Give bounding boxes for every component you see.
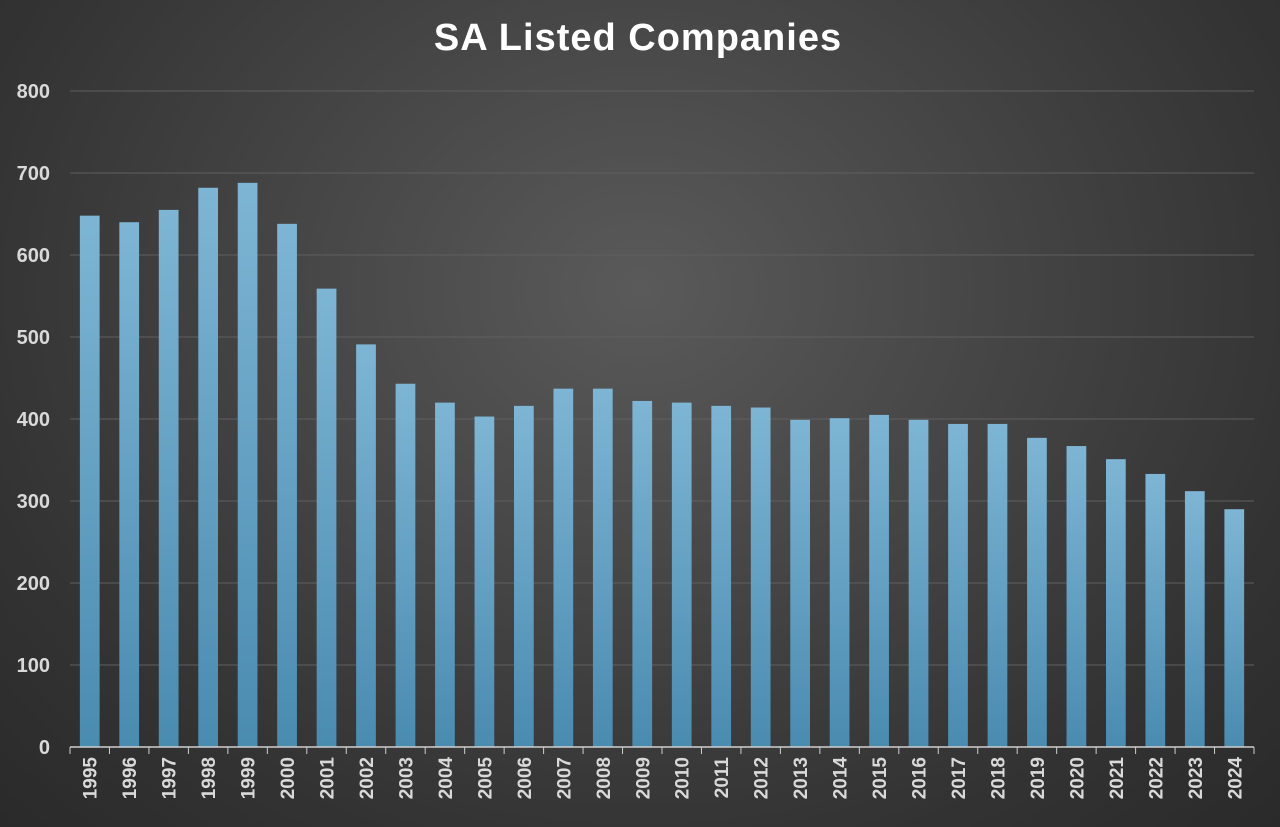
y-tick-label: 300	[17, 491, 50, 513]
y-tick-label: 800	[17, 81, 50, 103]
bar-1997	[158, 209, 179, 747]
x-tick-label: 2001	[318, 757, 339, 800]
x-tick-label: 1999	[239, 757, 260, 799]
x-tick-label: 2013	[791, 757, 812, 799]
y-tick-label: 500	[17, 327, 50, 349]
x-tick-label: 2018	[988, 757, 1009, 799]
x-tick-label: 1995	[81, 757, 102, 800]
x-tick-label: 1996	[120, 757, 141, 799]
bar-2011	[711, 405, 732, 747]
x-tick-label: 2008	[594, 757, 615, 799]
bars	[79, 182, 1245, 748]
y-tick-label: 100	[17, 655, 50, 677]
bar-2003	[395, 383, 416, 747]
x-tick-label: 2009	[633, 757, 654, 799]
x-tick-label: 2016	[910, 757, 931, 799]
x-tick-label: 2020	[1067, 757, 1088, 799]
bar-2021	[1106, 459, 1126, 747]
bar-2010	[671, 402, 692, 747]
x-tick-label: 2000	[278, 757, 299, 799]
bar-2008	[592, 388, 613, 747]
x-tick-label: 2022	[1146, 757, 1167, 799]
bar-2022	[1145, 473, 1166, 747]
x-tick-label: 2011	[712, 757, 733, 799]
bar-2017	[948, 423, 968, 747]
x-tick-label: 2010	[673, 757, 694, 799]
x-tick-label: 2007	[554, 757, 575, 799]
x-tick-label: 2006	[515, 757, 536, 799]
x-tick-label: 2023	[1186, 757, 1207, 799]
bar-1995	[79, 215, 100, 747]
bar-2015	[869, 414, 889, 747]
bar-2024	[1224, 509, 1245, 747]
bar-2016	[908, 419, 929, 747]
bar-2012	[750, 407, 771, 747]
x-tick-label: 2012	[752, 757, 773, 799]
x-tick-label: 1997	[160, 757, 181, 799]
x-tick-label: 2017	[949, 757, 970, 799]
bar-1998	[198, 187, 218, 747]
bar-2004	[435, 402, 455, 747]
y-tick-label: 700	[17, 163, 50, 185]
bar-1999	[237, 182, 258, 748]
x-tick-label: 2004	[436, 757, 457, 800]
x-tick-label: 2005	[475, 757, 496, 800]
x-tick-label: 2014	[831, 757, 852, 800]
bar-2014	[829, 418, 850, 747]
bar-2018	[987, 423, 1008, 747]
y-tick-label: 0	[39, 737, 50, 759]
bar-2002	[356, 344, 376, 747]
bar-2020	[1066, 446, 1087, 747]
bar-2013	[790, 419, 810, 747]
y-tick-label: 600	[17, 245, 50, 267]
x-tick-label: 1998	[199, 757, 220, 799]
y-tick-label: 400	[17, 409, 50, 431]
bar-2007	[553, 388, 574, 747]
x-tick-label: 2003	[396, 757, 417, 799]
bar-2019	[1027, 437, 1047, 747]
y-axis-ticks: 0 100 200 300 400 500 600 700 800	[17, 81, 50, 759]
gridlines	[70, 90, 1254, 666]
x-tick-label: 2019	[1028, 757, 1049, 799]
y-tick-label: 200	[17, 573, 50, 595]
bar-2001	[316, 288, 337, 747]
bar-2000	[277, 223, 297, 748]
x-tick-label: 2021	[1107, 757, 1128, 800]
x-tick-label: 2024	[1225, 757, 1246, 800]
x-axis	[69, 746, 1255, 754]
chart-title: SA Listed Companies	[434, 17, 842, 59]
bar-2009	[632, 400, 653, 747]
bar-2005	[474, 416, 495, 747]
x-axis-ticks: 1995 1996 1997 1998 1999 2000 2001 2002 2003 2004…	[81, 757, 1247, 800]
x-tick-label: 2015	[870, 757, 891, 800]
bar-2023	[1184, 491, 1205, 747]
x-tick-label: 2002	[357, 757, 378, 799]
bar-2006	[514, 405, 534, 747]
bar-1996	[119, 222, 140, 747]
